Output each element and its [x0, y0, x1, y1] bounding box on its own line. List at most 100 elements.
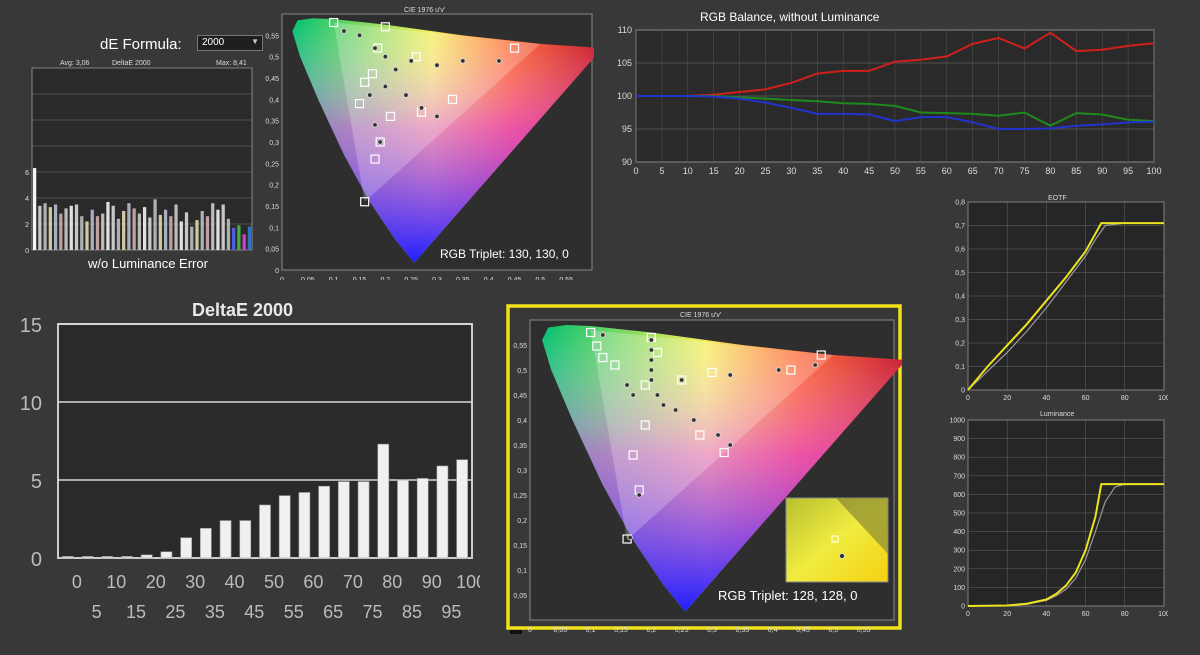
de-footer-label: w/o Luminance Error: [88, 256, 208, 271]
cie-main-ytick: 0,35: [513, 443, 527, 450]
cie-top-ytick: 0,45: [265, 76, 279, 83]
big-bar: [121, 556, 133, 559]
cie-top-xtick: 0,45: [508, 277, 522, 280]
rgb-xtick: 65: [968, 166, 978, 176]
cie-top-ytick: 0,25: [265, 161, 279, 168]
cie-main-xtick: 0,55: [857, 627, 871, 634]
big-xtick: 30: [185, 572, 205, 592]
big-ytick: 10: [20, 393, 42, 415]
cie-main-xtick: 0,2: [646, 627, 656, 634]
cie-top-target-marker: [380, 22, 390, 32]
big-xtick: 25: [165, 602, 185, 622]
cie-main-target-marker: [640, 380, 650, 390]
eotf-xtick: 100: [1158, 395, 1168, 402]
cie-main-title: CIE 1976 u'v': [680, 312, 721, 319]
cie-top-xtick: 0: [280, 277, 284, 280]
cie-main-measured-point: [648, 357, 655, 363]
small-bar: [85, 221, 89, 250]
rgb-xtick: 15: [709, 166, 719, 176]
cie-main-ytick: 0,3: [517, 468, 527, 475]
cie-main-measured-point: [727, 442, 733, 448]
rgb-ytick: 105: [617, 58, 632, 68]
cie-main-ytick: 0,05: [513, 593, 527, 600]
de-formula-select[interactable]: 2000 ▼: [197, 35, 263, 51]
cie-main-ytick: 0,4: [517, 418, 527, 425]
big-xtick: 35: [205, 602, 225, 622]
big-xtick: 10: [106, 572, 126, 592]
small-bar: [53, 204, 58, 250]
cie-top-target-marker: [329, 17, 339, 28]
eotf-ytick: 0,7: [955, 223, 965, 230]
cie-top-measured-point: [372, 122, 378, 128]
big-bar: [377, 443, 390, 559]
eotf-ytick: 0,2: [955, 341, 965, 348]
cie-main-measured-point: [630, 392, 636, 398]
small-bar: [122, 211, 126, 250]
rgb-series-line: [636, 95, 1155, 130]
small-bar: [38, 205, 42, 250]
cie-top-measured-point: [408, 58, 414, 64]
cie-top-xtick: 0,15: [353, 277, 367, 280]
luminance-title: Luminance: [1040, 411, 1074, 418]
big-xtick: 70: [343, 572, 363, 592]
rgb-xtick: 80: [1045, 166, 1055, 176]
big-xtick: 5: [92, 602, 102, 622]
rgb-xtick: 45: [864, 166, 874, 176]
cie-main-measured-point: [812, 362, 818, 368]
small-bar: [237, 225, 241, 250]
lum-ytick: 1000: [949, 418, 965, 425]
rgb-ytick: 95: [622, 124, 632, 134]
small-bar: [158, 214, 162, 250]
cie-main-xtick: 0,5: [828, 627, 838, 634]
big-xtick: 85: [402, 602, 422, 622]
cie-main-xtick: 0,35: [736, 627, 750, 634]
cie-top-measured-point: [377, 139, 383, 145]
rgb-balance-chart: 90 95 100 105 110 0 5 10 15 20 25 30 35 40 45 50 55 60 65 7…: [617, 25, 1162, 176]
cie-top-ytick: 0,05: [265, 247, 279, 254]
cie-main-measured-point: [636, 492, 642, 498]
big-xtick: 75: [363, 602, 383, 622]
big-bar: [416, 478, 429, 559]
big-xtick: 45: [244, 602, 264, 622]
cie-main-ytick: 0,25: [513, 493, 527, 500]
small-bar: [232, 227, 236, 250]
big-bar: [219, 520, 232, 559]
cie-top-ytick: 0,35: [265, 119, 279, 126]
cie-main-target-marker: [610, 360, 620, 370]
cie-main-ytick: 0,15: [513, 543, 527, 550]
big-xtick: 80: [382, 572, 402, 592]
cie-main-target-marker: [816, 350, 826, 360]
rgb-xtick: 85: [1071, 166, 1081, 176]
cie-top-ytick: 0: [275, 268, 279, 275]
cie-main-measured-point: [672, 407, 679, 413]
small-bar: [153, 199, 157, 250]
big-delta-title: DeltaE 2000: [192, 300, 294, 320]
cie-top-target-marker: [411, 52, 421, 62]
big-ytick: 0: [31, 549, 42, 571]
cie-top-ytick: 0,1: [269, 225, 279, 232]
big-xtick: 55: [284, 602, 304, 622]
cie-top-measured-point: [418, 105, 425, 111]
small-delta-max: Max: 8,41: [216, 60, 247, 67]
rgb-xtick: 95: [1123, 166, 1133, 176]
rgb-xtick: 10: [683, 166, 693, 176]
cie-main-target-marker: [598, 352, 608, 363]
cie-top-xtick: 0,1: [329, 277, 339, 280]
cie-top-target-marker: [367, 69, 378, 79]
cie-main-xtick: 0,45: [796, 627, 810, 634]
eotf-ytick: 0,1: [955, 364, 965, 371]
big-bar: [456, 459, 468, 559]
eotf-ytick: 0,8: [955, 200, 965, 207]
small-delta-chart: Avg: 3,06 DeltaE 2000 Max: 8,41 0 2 4 6: [25, 60, 253, 255]
de-formula-value: 2000: [202, 37, 225, 48]
cie-main-xtick: 0,25: [675, 627, 689, 634]
cie-main-target-marker: [786, 365, 796, 375]
rgb-xtick: 0: [633, 166, 638, 176]
big-delta-chart: 0510150102030405060708090100515253545556…: [20, 318, 480, 622]
big-xtick: 90: [422, 572, 442, 592]
cie-top-target-marker: [354, 98, 365, 109]
cie-main-measured-point: [654, 392, 661, 398]
cie-top-xtick: 0,35: [456, 277, 470, 280]
cie-top-target-marker: [370, 154, 380, 164]
cie-top-measured-point: [460, 58, 466, 64]
